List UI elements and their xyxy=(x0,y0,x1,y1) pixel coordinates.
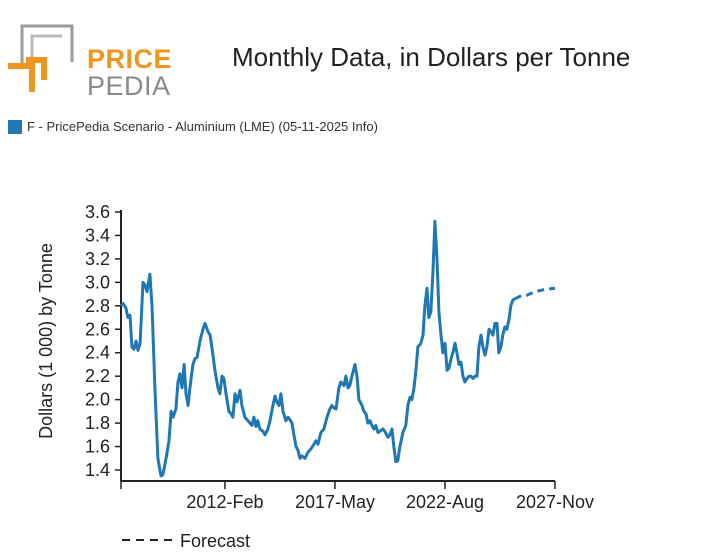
y-tick-label: 2.0 xyxy=(85,390,110,410)
x-tick-label: 2017-May xyxy=(295,492,375,512)
logo-mark-icon xyxy=(8,24,74,92)
forecast-line xyxy=(514,286,556,301)
x-tick-label: 2012-Feb xyxy=(186,492,263,512)
legend-swatch xyxy=(8,119,22,134)
y-tick-label: 3.4 xyxy=(85,225,110,245)
legend: F - PricePedia Scenario - Aluminium (LME… xyxy=(8,119,378,134)
y-tick-label: 1.6 xyxy=(85,437,110,457)
logo-price-text: PRICE xyxy=(87,44,173,74)
x-tick-label: 2027-Nov xyxy=(516,492,594,512)
x-tick-label: 2022-Aug xyxy=(406,492,484,512)
y-tick-label: 2.2 xyxy=(85,366,110,386)
y-tick-label: 1.4 xyxy=(85,460,110,480)
y-tick-label: 3.6 xyxy=(85,202,110,222)
y-tick-label: 3.2 xyxy=(85,249,110,269)
chart-title: Monthly Data, in Dollars per Tonne xyxy=(232,42,631,72)
y-tick-label: 1.8 xyxy=(85,413,110,433)
logo-pedia-text: PEDIA xyxy=(87,71,171,101)
price-line xyxy=(119,219,516,478)
y-tick-label: 2.6 xyxy=(85,319,110,339)
pricepedia-logo: PRICE PEDIA xyxy=(8,22,172,100)
legend-label: F - PricePedia Scenario - Aluminium (LME… xyxy=(27,119,378,134)
y-tick-label: 3.0 xyxy=(85,272,110,292)
y-tick-label: 2.8 xyxy=(85,296,110,316)
forecast-legend-label: Forecast xyxy=(180,531,250,551)
y-tick-label: 2.4 xyxy=(85,343,110,363)
y-axis-label: Dollars (1 000) by Tonne xyxy=(36,243,56,439)
